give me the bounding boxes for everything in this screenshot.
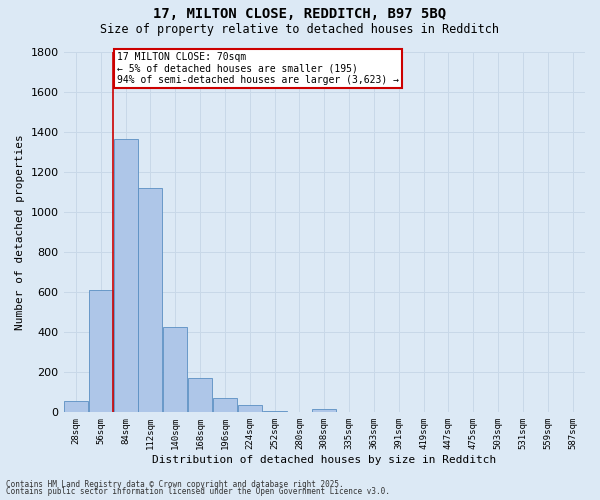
Text: 17 MILTON CLOSE: 70sqm
← 5% of detached houses are smaller (195)
94% of semi-det: 17 MILTON CLOSE: 70sqm ← 5% of detached …	[117, 52, 399, 84]
Bar	[188, 378, 212, 412]
X-axis label: Distribution of detached houses by size in Redditch: Distribution of detached houses by size …	[152, 455, 496, 465]
Text: Size of property relative to detached houses in Redditch: Size of property relative to detached ho…	[101, 22, 499, 36]
Text: Contains HM Land Registry data © Crown copyright and database right 2025.: Contains HM Land Registry data © Crown c…	[6, 480, 344, 489]
Y-axis label: Number of detached properties: Number of detached properties	[15, 134, 25, 330]
Bar	[163, 327, 187, 412]
Bar	[64, 401, 88, 412]
Bar	[238, 406, 262, 412]
Bar	[312, 408, 337, 412]
Bar	[213, 398, 237, 412]
Bar	[89, 290, 113, 412]
Text: Contains public sector information licensed under the Open Government Licence v3: Contains public sector information licen…	[6, 487, 390, 496]
Text: 17, MILTON CLOSE, REDDITCH, B97 5BQ: 17, MILTON CLOSE, REDDITCH, B97 5BQ	[154, 8, 446, 22]
Bar	[139, 188, 163, 412]
Bar	[113, 138, 137, 412]
